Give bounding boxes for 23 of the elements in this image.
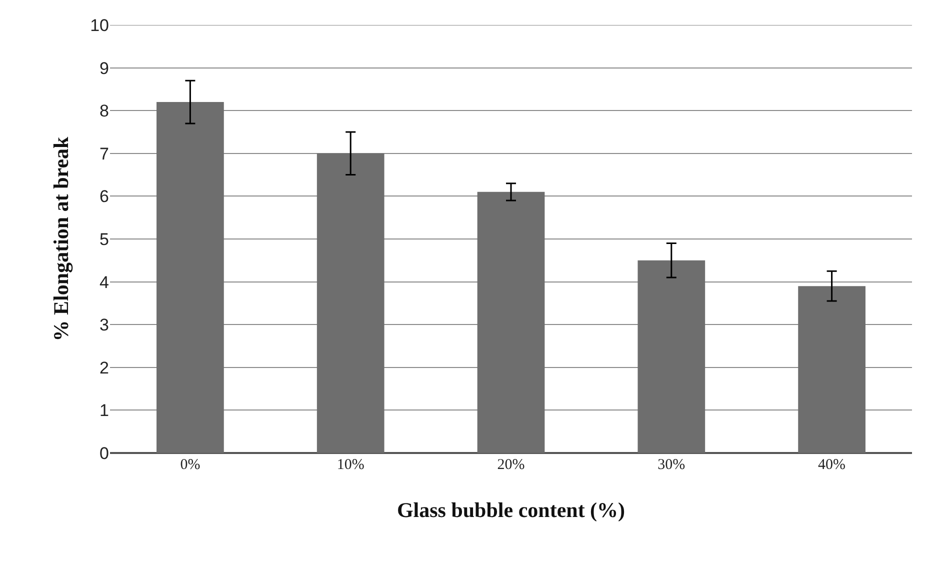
x-tick-label: 30% bbox=[658, 457, 686, 473]
bar bbox=[798, 286, 866, 453]
y-tick-label: 4 bbox=[100, 272, 109, 292]
bar bbox=[316, 153, 384, 453]
y-tick-label: 2 bbox=[100, 358, 109, 378]
y-tick-label: 9 bbox=[100, 58, 109, 78]
x-axis-title: Glass bubble content (%) bbox=[396, 498, 626, 522]
x-tick-label: 20% bbox=[497, 457, 525, 473]
x-tick-label: 40% bbox=[818, 457, 846, 473]
y-tick-label: 10 bbox=[90, 16, 109, 35]
x-tick-label: 10% bbox=[336, 457, 364, 473]
bar bbox=[638, 260, 706, 453]
y-tick-label: 5 bbox=[100, 230, 109, 249]
y-tick-label: 0 bbox=[100, 444, 109, 463]
y-tick-label: 7 bbox=[100, 144, 109, 164]
bar bbox=[156, 102, 224, 453]
bar bbox=[477, 192, 545, 453]
x-tick-label: 0% bbox=[180, 457, 200, 473]
y-tick-label: 6 bbox=[100, 187, 109, 206]
y-tick-label: 3 bbox=[100, 316, 109, 335]
y-axis-title: % Elongation at break bbox=[49, 136, 74, 342]
y-tick-label: 1 bbox=[100, 401, 109, 420]
y-tick-label: 8 bbox=[100, 102, 109, 121]
